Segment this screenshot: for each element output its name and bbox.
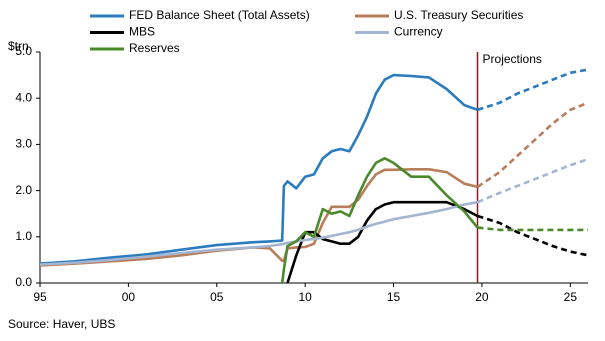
x-tick-label: 00: [122, 290, 136, 304]
y-tick-label: 3.0: [15, 137, 32, 151]
series-line: [286, 200, 479, 284]
series-line: [39, 200, 478, 266]
legend-label: Reserves: [129, 41, 180, 55]
legend-label: U.S. Treasury Securities: [394, 8, 523, 22]
legend-label: MBS: [129, 25, 155, 39]
y-tick-label: 0.0: [15, 275, 32, 289]
projection-series-line: [476, 101, 589, 188]
projection-series-line: [477, 214, 589, 257]
x-tick-label: 05: [210, 290, 224, 304]
projection-series-line: [477, 226, 588, 232]
legend-label: FED Balance Sheet (Total Assets): [129, 8, 310, 22]
y-tick-label: 1.0: [15, 229, 32, 243]
x-tick-label: 15: [387, 290, 401, 304]
x-tick-label: 20: [475, 290, 489, 304]
series-line: [39, 73, 478, 265]
x-tick-label: 25: [564, 290, 578, 304]
x-tick-label: 95: [33, 290, 47, 304]
projection-series-line: [476, 157, 589, 204]
legend-label: Currency: [394, 25, 443, 39]
projection-series-line: [477, 68, 589, 112]
x-tick-label: 10: [298, 290, 312, 304]
y-tick-label: 2.0: [15, 183, 32, 197]
y-tick-label: 4.0: [15, 90, 32, 104]
y-axis-label: $trn: [8, 39, 29, 53]
source-note: Source: Haver, UBS: [8, 317, 115, 331]
projection-label: Projections: [483, 52, 542, 66]
series-line: [39, 168, 478, 267]
y-tick-label: 5.0: [15, 44, 32, 58]
series-line: [280, 157, 479, 284]
